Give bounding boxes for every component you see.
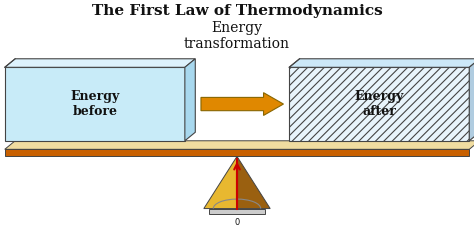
Text: Energy
after: Energy after [355, 90, 404, 118]
Polygon shape [289, 67, 469, 141]
Polygon shape [5, 149, 469, 156]
Polygon shape [209, 209, 265, 214]
Polygon shape [5, 141, 474, 149]
Polygon shape [5, 59, 195, 67]
Text: The First Law of Thermodynamics: The First Law of Thermodynamics [91, 4, 383, 18]
Text: Energy
before: Energy before [70, 90, 119, 118]
Polygon shape [237, 156, 270, 209]
Polygon shape [204, 156, 237, 209]
Polygon shape [185, 59, 195, 141]
Text: Energy: Energy [211, 21, 263, 35]
Text: transformation: transformation [184, 37, 290, 51]
Polygon shape [469, 59, 474, 141]
Polygon shape [289, 59, 474, 67]
FancyArrow shape [201, 93, 283, 115]
Polygon shape [5, 67, 185, 141]
Text: 0: 0 [234, 218, 240, 227]
